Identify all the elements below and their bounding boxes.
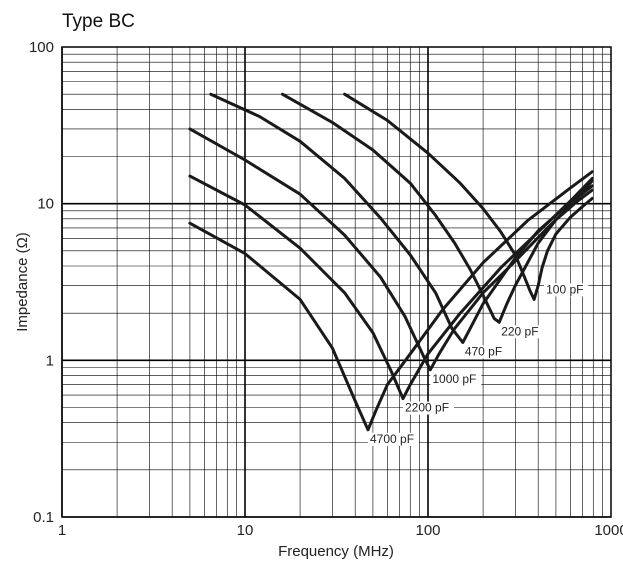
y-tick-label: 10 [37, 196, 54, 213]
series-label-bg [462, 345, 508, 359]
y-tick-label: 100 [29, 39, 54, 56]
x-tick-label: 10 [237, 522, 254, 539]
series-label-bg [402, 401, 454, 415]
plot-frame [61, 46, 612, 518]
y-tick-label: 0.1 [33, 509, 54, 526]
capacitance-labels: 100 pF 220 pF 470 pF 1000 pF 2200 pF 4700 pF [367, 282, 589, 446]
impedance-curves [188, 92, 594, 432]
x-tick-label: 100 [415, 522, 440, 539]
series-label-bg [430, 372, 482, 386]
series-label: 470 pF [465, 344, 502, 358]
impedance-curve [188, 174, 594, 401]
series-label-bg [499, 325, 544, 339]
impedance-curve [280, 92, 594, 324]
y-tick-label: 1 [46, 352, 54, 369]
series-label: 4700 pF [370, 432, 414, 446]
x-tick-label: 1000 [594, 522, 623, 539]
impedance-curve [188, 170, 594, 432]
impedance-curve [343, 92, 594, 301]
series-label: 1000 pF [432, 372, 476, 386]
y-axis-label: Impedance (Ω) [14, 232, 31, 332]
x-axis-label: Frequency (MHz) [278, 543, 394, 560]
series-label: 2200 pF [405, 401, 449, 415]
chart-title: Type BC [62, 11, 135, 32]
series-label: 100 pF [546, 282, 583, 296]
series-label: 220 pF [501, 324, 538, 338]
series-label-bg [367, 432, 419, 446]
impedance-curve [188, 127, 594, 372]
series-label-bg [544, 283, 589, 297]
x-tick-label: 1 [58, 522, 66, 539]
plot-grid [61, 47, 611, 518]
